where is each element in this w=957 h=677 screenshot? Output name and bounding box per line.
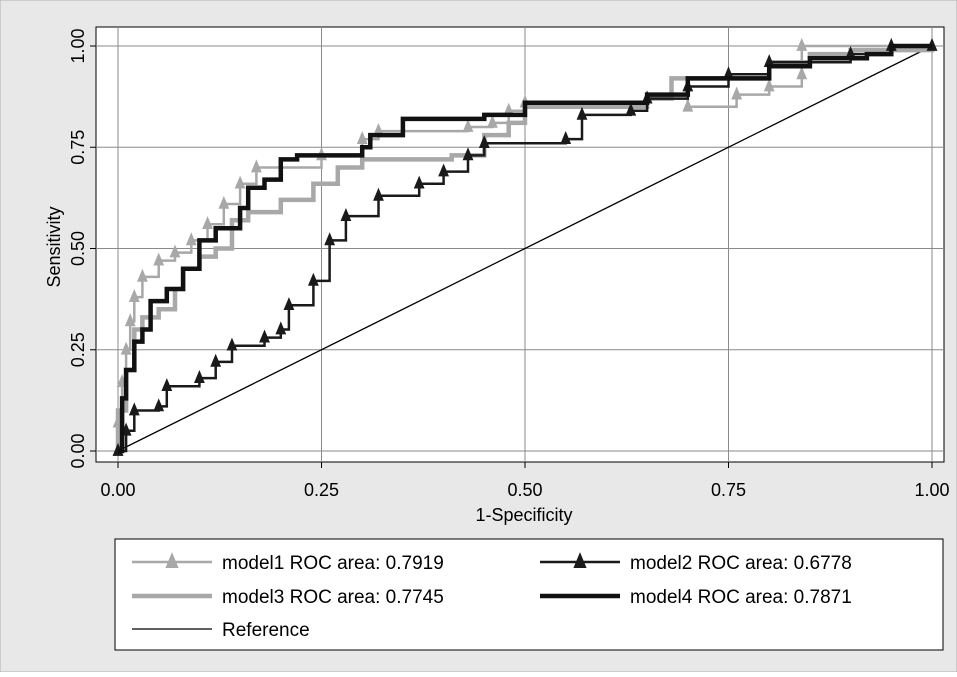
series-5: [117, 45, 933, 452]
series-line: [115, 46, 935, 451]
data-point-marker: [763, 54, 775, 68]
data-point-marker: [226, 337, 238, 351]
x-axis: 0.00 0.25 0.50 0.75 1.00: [100, 462, 950, 500]
series-line: [117, 45, 933, 452]
x-axis-label: 1-Specificity: [475, 505, 572, 525]
data-point-marker: [723, 66, 734, 80]
data-point-marker: [373, 187, 384, 201]
data-point-marker: [356, 131, 368, 145]
legend-item: Reference: [132, 620, 310, 641]
data-point-marker: [283, 297, 295, 311]
y-tick-label: 0.50: [68, 231, 88, 266]
data-point-marker: [250, 159, 262, 173]
legend-marker: [165, 552, 179, 568]
data-point-marker: [462, 118, 474, 132]
data-point-marker: [413, 175, 425, 189]
data-point-marker: [340, 208, 352, 221]
data-point-marker: [796, 37, 808, 51]
y-tick-label: 0.00: [68, 433, 88, 468]
data-point-marker: [202, 216, 213, 230]
data-point-marker: [731, 86, 743, 100]
legend-item: model4 ROC area: 0.7871: [540, 587, 852, 608]
x-tick-label: 0.50: [507, 480, 542, 500]
data-point-marker: [169, 244, 181, 258]
data-point-marker: [120, 341, 132, 355]
data-point-marker: [796, 66, 808, 80]
data-point-marker: [478, 135, 490, 149]
data-point-marker: [487, 114, 498, 128]
legend-box: [114, 538, 944, 651]
data-point-marker: [763, 78, 775, 92]
data-point-marker: [682, 98, 694, 112]
legend-label: model1 ROC area: 0.7919: [222, 553, 444, 574]
y-tick-label: 0.75: [68, 130, 88, 165]
data-point-marker: [153, 398, 165, 412]
data-point-marker: [625, 102, 637, 116]
data-point-marker: [259, 329, 270, 343]
plot-area: [95, 26, 945, 463]
series-4: [118, 43, 932, 454]
y-tick-label: 0.25: [68, 332, 88, 367]
y-axis-label: Sensitivity: [44, 206, 64, 287]
y-tick-label: 1.00: [68, 28, 88, 63]
legend-item: model1 ROC area: 0.7919: [132, 552, 444, 574]
data-point-marker: [234, 175, 246, 189]
legend-label: model4 ROC area: 0.7871: [630, 587, 852, 608]
y-axis: 0.00 0.25 0.50 0.75 1.00: [68, 28, 96, 469]
legend-label: model2 ROC area: 0.6778: [630, 553, 852, 574]
series-line: [118, 43, 932, 454]
data-point-marker: [124, 313, 136, 327]
data-point-marker: [373, 122, 384, 136]
x-tick-label: 0.00: [100, 480, 135, 500]
data-point-marker: [218, 195, 230, 209]
legend-label: Reference: [222, 620, 310, 641]
data-point-marker: [128, 402, 140, 416]
series-layer: [112, 37, 938, 456]
data-point-marker: [194, 370, 205, 383]
x-tick-label: 0.75: [711, 480, 746, 500]
data-point-marker: [137, 268, 148, 282]
legend: model1 ROC area: 0.7919 model2 ROC area: …: [114, 538, 944, 651]
data-point-marker: [560, 131, 572, 145]
x-tick-label: 1.00: [914, 480, 949, 500]
x-tick-label: 0.25: [304, 480, 339, 500]
series-3: [115, 46, 935, 451]
data-point-marker: [576, 106, 588, 120]
legend-marker: [573, 552, 587, 568]
data-point-marker: [161, 378, 173, 392]
data-point-marker: [503, 102, 515, 116]
legend-item: model2 ROC area: 0.6778: [540, 552, 852, 574]
data-point-marker: [845, 46, 856, 59]
data-point-marker: [307, 272, 319, 286]
data-point-marker: [324, 232, 336, 246]
data-point-marker: [210, 353, 222, 367]
data-point-marker: [275, 321, 287, 335]
legend-label: model3 ROC area: 0.7745: [222, 587, 444, 608]
data-point-marker: [128, 289, 140, 302]
legend-item: model3 ROC area: 0.7745: [132, 587, 444, 608]
data-point-marker: [462, 147, 474, 161]
data-point-marker: [438, 163, 449, 177]
data-point-marker: [153, 252, 165, 266]
data-point-marker: [185, 232, 197, 246]
